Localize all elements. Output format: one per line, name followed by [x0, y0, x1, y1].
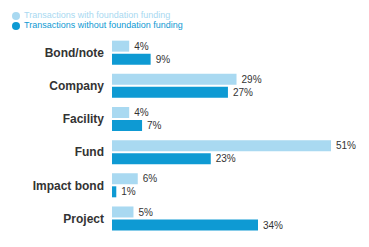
svg-text:7%: 7%: [147, 120, 162, 131]
svg-text:29%: 29%: [242, 74, 262, 85]
svg-text:6%: 6%: [143, 173, 158, 184]
svg-text:Facility: Facility: [63, 112, 105, 126]
svg-text:Project: Project: [63, 212, 104, 226]
html-text:Transactions without foundatio: Transactions without foundation funding: [24, 20, 183, 30]
svg-text:27%: 27%: [233, 87, 253, 98]
svg-text:Company: Company: [49, 79, 104, 93]
svg-text:Bond/note: Bond/note: [45, 46, 105, 60]
svg-text:5%: 5%: [138, 207, 153, 218]
svg-text:34%: 34%: [263, 220, 283, 231]
svg-text:Impact bond: Impact bond: [33, 179, 104, 193]
svg-text:4%: 4%: [134, 41, 149, 52]
svg-text:51%: 51%: [336, 140, 356, 151]
svg-text:1%: 1%: [121, 186, 136, 197]
svg-text:9%: 9%: [156, 54, 171, 65]
html-text:Transactions with foundation f: Transactions with foundation funding: [24, 10, 171, 20]
svg-text:4%: 4%: [134, 107, 149, 118]
svg-text:Fund: Fund: [75, 145, 104, 159]
svg-text:23%: 23%: [216, 153, 236, 164]
